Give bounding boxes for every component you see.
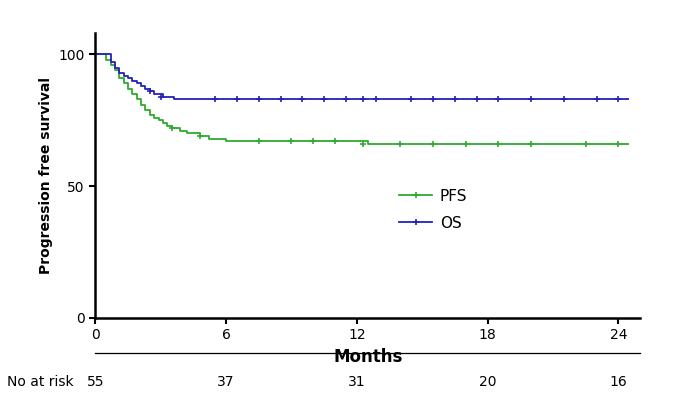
Text: 20: 20 xyxy=(479,375,496,390)
Text: 16: 16 xyxy=(609,375,627,390)
Text: 31: 31 xyxy=(348,375,366,390)
Text: 55: 55 xyxy=(86,375,104,390)
Text: No at risk: No at risk xyxy=(7,375,74,390)
X-axis label: Months: Months xyxy=(333,348,402,366)
Text: 37: 37 xyxy=(217,375,235,390)
Legend: PFS, OS: PFS, OS xyxy=(393,182,473,237)
Y-axis label: Progression free survival: Progression free survival xyxy=(39,77,53,274)
